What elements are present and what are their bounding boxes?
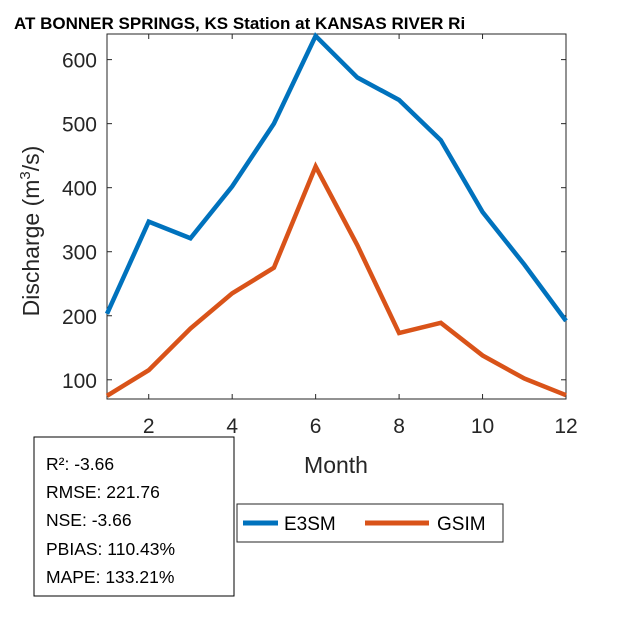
series-lines <box>104 32 568 398</box>
stat-pbias: PBIAS: 110.43% <box>46 539 175 559</box>
stats-box: R²: -3.66 RMSE: 221.76 NSE: -3.66 PBIAS:… <box>33 436 235 597</box>
x-axis-label: Month <box>304 452 368 478</box>
legend-label-gsim: GSIM <box>437 514 486 535</box>
axis-ticks <box>107 34 567 399</box>
series-line-gsim <box>105 161 567 398</box>
y-axis-label-superscript: 3 <box>17 171 34 179</box>
x-tick-label: 12 <box>554 415 577 438</box>
y-tick-label: 100 <box>62 370 97 393</box>
stat-r2: R²: -3.66 <box>46 454 114 474</box>
x-tick-label: 6 <box>310 415 322 438</box>
y-tick-label: 200 <box>62 306 97 329</box>
series-line-e3sm <box>104 32 568 323</box>
stats-box-frame <box>33 436 235 597</box>
stat-mape: MAPE: 133.21% <box>46 567 174 587</box>
legend-label-e3sm: E3SM <box>284 514 336 535</box>
x-tick-labels: 2 4 6 8 10 12 <box>143 415 578 438</box>
legend-box <box>236 503 504 543</box>
plot-area <box>104 32 568 400</box>
chart-title: AT BONNER SPRINGS, KS Station at KANSAS … <box>14 14 465 33</box>
x-tick-label: 8 <box>393 415 405 438</box>
y-tick-labels: 100 200 300 400 500 600 <box>62 50 97 393</box>
y-tick-label: 400 <box>62 178 97 201</box>
y-tick-label: 500 <box>62 114 97 137</box>
y-axis-label-end: /s) <box>18 146 44 172</box>
y-tick-label: 600 <box>62 50 97 73</box>
legend: E3SM GSIM <box>236 503 504 543</box>
stat-rmse: RMSE: 221.76 <box>46 482 160 502</box>
y-axis-label-main: Discharge (m <box>18 180 44 317</box>
stat-nse: NSE: -3.66 <box>46 510 132 530</box>
x-tick-label: 10 <box>471 415 494 438</box>
x-tick-label: 4 <box>226 415 238 438</box>
y-axis-label: Discharge (m3/s) <box>17 146 44 317</box>
x-tick-label: 2 <box>143 415 155 438</box>
y-tick-label: 300 <box>62 242 97 265</box>
